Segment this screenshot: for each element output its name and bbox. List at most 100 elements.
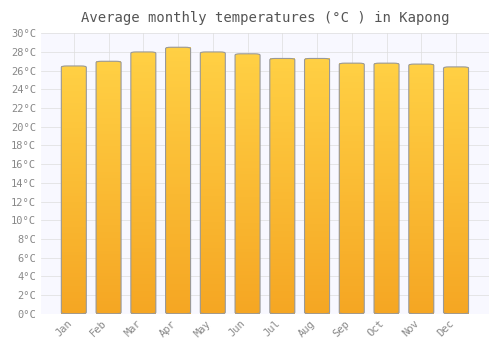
Bar: [200, 258, 226, 261]
Bar: [444, 193, 468, 196]
Bar: [270, 135, 295, 138]
Bar: [304, 145, 330, 148]
Bar: [374, 201, 399, 204]
Bar: [131, 117, 156, 121]
Bar: [444, 98, 468, 101]
Bar: [374, 88, 399, 91]
Bar: [235, 278, 260, 281]
Bar: [304, 116, 330, 119]
Bar: [270, 97, 295, 100]
Bar: [340, 119, 364, 122]
Bar: [270, 285, 295, 288]
Bar: [304, 158, 330, 161]
Bar: [304, 138, 330, 141]
Bar: [96, 99, 121, 102]
Bar: [304, 256, 330, 259]
Bar: [96, 112, 121, 115]
Bar: [96, 169, 121, 172]
Bar: [374, 72, 399, 76]
Bar: [304, 75, 330, 78]
Bar: [200, 265, 226, 268]
Bar: [340, 154, 364, 157]
Bar: [374, 91, 399, 95]
Bar: [235, 226, 260, 229]
Bar: [340, 239, 364, 241]
Bar: [131, 206, 156, 209]
Bar: [200, 248, 226, 252]
Bar: [200, 222, 226, 225]
Bar: [131, 212, 156, 216]
Bar: [374, 82, 399, 85]
Bar: [131, 189, 156, 193]
Bar: [409, 286, 434, 289]
Bar: [62, 205, 86, 208]
Bar: [304, 164, 330, 167]
Bar: [444, 286, 468, 289]
Bar: [444, 187, 468, 190]
Bar: [409, 248, 434, 251]
Bar: [270, 71, 295, 75]
Bar: [374, 148, 399, 151]
Bar: [200, 78, 226, 81]
Bar: [374, 119, 399, 122]
Bar: [235, 80, 260, 83]
Bar: [340, 72, 364, 76]
Bar: [235, 158, 260, 161]
Bar: [235, 229, 260, 232]
Bar: [166, 120, 190, 124]
Bar: [304, 62, 330, 65]
Bar: [409, 236, 434, 239]
Bar: [304, 186, 330, 189]
Bar: [166, 154, 190, 157]
Bar: [270, 122, 295, 125]
Bar: [96, 134, 121, 137]
Bar: [340, 195, 364, 198]
Bar: [96, 216, 121, 219]
Bar: [374, 270, 399, 273]
Bar: [96, 159, 121, 162]
Bar: [409, 230, 434, 232]
Bar: [374, 236, 399, 239]
Bar: [235, 301, 260, 304]
Bar: [131, 216, 156, 219]
Bar: [131, 173, 156, 176]
Bar: [444, 184, 468, 187]
Bar: [166, 97, 190, 100]
Bar: [340, 301, 364, 304]
Bar: [235, 272, 260, 275]
Bar: [200, 137, 226, 140]
Bar: [304, 307, 330, 310]
Bar: [200, 216, 226, 219]
Bar: [374, 63, 399, 66]
Bar: [270, 298, 295, 301]
Bar: [62, 82, 86, 85]
Bar: [304, 176, 330, 180]
Bar: [235, 151, 260, 154]
Bar: [166, 244, 190, 247]
Bar: [444, 261, 468, 264]
Bar: [270, 186, 295, 189]
Bar: [409, 173, 434, 176]
Bar: [374, 126, 399, 129]
Bar: [166, 161, 190, 164]
Bar: [340, 210, 364, 214]
Bar: [304, 215, 330, 218]
Bar: [409, 77, 434, 80]
Bar: [409, 223, 434, 226]
Bar: [166, 77, 190, 80]
Bar: [270, 138, 295, 141]
Bar: [62, 159, 86, 162]
Bar: [131, 94, 156, 98]
Bar: [270, 58, 295, 62]
Bar: [96, 181, 121, 184]
Bar: [340, 176, 364, 179]
Bar: [304, 167, 330, 170]
Bar: [200, 124, 226, 127]
Bar: [96, 238, 121, 241]
Bar: [235, 64, 260, 67]
Bar: [340, 163, 364, 167]
Bar: [374, 179, 399, 182]
Bar: [62, 295, 86, 298]
Bar: [409, 120, 434, 123]
Bar: [62, 131, 86, 134]
